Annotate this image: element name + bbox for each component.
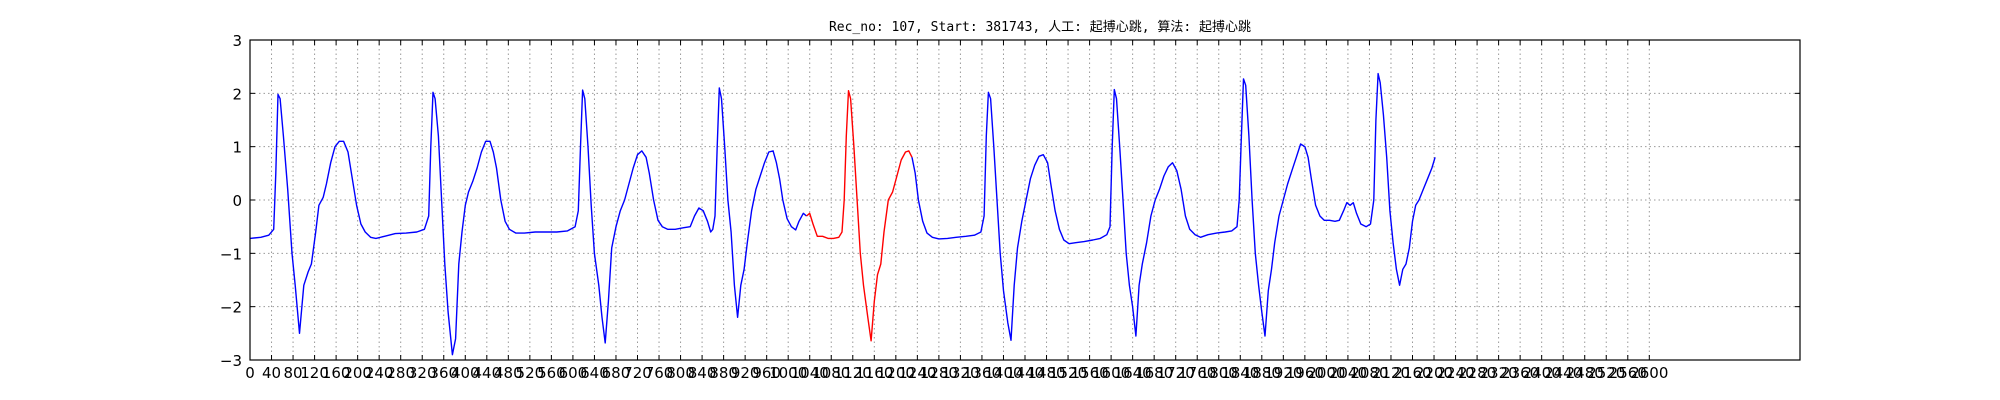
- x-tick-label: 320: [408, 364, 437, 382]
- x-tick-label: 720: [623, 364, 652, 382]
- x-tick-label: 280: [386, 364, 415, 382]
- series-layer: [249, 72, 1436, 356]
- x-tick-label: 2200: [1415, 364, 1453, 382]
- x-tick-label: 2320: [1480, 364, 1518, 382]
- x-tick-label: 2240: [1436, 364, 1474, 382]
- x-tick-label: 920: [731, 364, 760, 382]
- series-line-0: [249, 87, 807, 356]
- x-tick-label: 480: [494, 364, 523, 382]
- y-tick-label: −2: [220, 299, 242, 317]
- x-tick-label: 800: [666, 364, 695, 382]
- x-tick-label: 240: [365, 364, 394, 382]
- x-tick-label: 0: [245, 364, 255, 382]
- x-tick-label: 80: [284, 364, 303, 382]
- x-tick-label: 2080: [1350, 364, 1388, 382]
- x-tick-label: 1200: [877, 364, 915, 382]
- y-tick-label: 1: [232, 139, 242, 157]
- x-tick-label: 2480: [1566, 364, 1604, 382]
- x-tick-label: 1160: [855, 364, 893, 382]
- series-line-2: [911, 72, 1436, 341]
- y-tick-label: 2: [232, 85, 242, 103]
- x-tick-label: 2440: [1544, 364, 1582, 382]
- x-tick-label: 1360: [963, 364, 1001, 382]
- x-tick-label: 1280: [920, 364, 958, 382]
- x-tick-label: 2400: [1523, 364, 1561, 382]
- x-tick-label: 400: [451, 364, 480, 382]
- x-tick-label: 2040: [1329, 364, 1367, 382]
- x-tick-label: 1520: [1049, 364, 1087, 382]
- y-axis: 3 2 1 0 −1 −2 −3: [220, 32, 1800, 370]
- x-tick-label: 1080: [812, 364, 850, 382]
- x-tick-label: 560: [537, 364, 566, 382]
- x-tick-label: 1640: [1114, 364, 1152, 382]
- x-tick-label: 1440: [1006, 364, 1044, 382]
- x-axis: 0 40 8012016020024028032036040044048052056…: [245, 40, 1668, 382]
- x-tick-label: 600: [559, 364, 588, 382]
- x-tick-label: 40: [262, 364, 281, 382]
- x-tick-label: 2160: [1393, 364, 1431, 382]
- x-tick-label: 120: [300, 364, 329, 382]
- y-tick-label: 0: [232, 192, 242, 210]
- x-tick-label: 1240: [898, 364, 936, 382]
- x-tick-label: 2120: [1372, 364, 1410, 382]
- x-tick-label: 1760: [1178, 364, 1216, 382]
- x-tick-label: 2520: [1587, 364, 1625, 382]
- x-tick-label: 640: [580, 364, 609, 382]
- y-tick-label: −3: [220, 352, 242, 370]
- x-tick-label: 160: [322, 364, 351, 382]
- x-tick-label: 440: [472, 364, 501, 382]
- x-tick-label: 360: [429, 364, 458, 382]
- x-tick-label: 200: [343, 364, 372, 382]
- x-tick-label: 1960: [1286, 364, 1324, 382]
- x-tick-label: 960: [752, 364, 781, 382]
- x-tick-label: 1840: [1221, 364, 1259, 382]
- x-tick-label: 680: [602, 364, 631, 382]
- x-tick-label: 1800: [1200, 364, 1238, 382]
- grid-lines: [249, 40, 1800, 360]
- x-tick-label: 2000: [1307, 364, 1345, 382]
- x-tick-label: 1560: [1070, 364, 1108, 382]
- x-tick-label: 1320: [941, 364, 979, 382]
- x-tick-label: 2360: [1501, 364, 1539, 382]
- x-tick-label: 1400: [984, 364, 1022, 382]
- x-tick-label: 880: [709, 364, 738, 382]
- x-tick-label: 1920: [1264, 364, 1302, 382]
- chart-title: Rec_no: 107, Start: 381743, 人工: 起搏心跳, 算法…: [829, 19, 1251, 35]
- x-tick-label: 520: [516, 364, 545, 382]
- x-tick-label: 1000: [769, 364, 807, 382]
- y-tick-label: −1: [220, 245, 242, 263]
- x-tick-label: 760: [645, 364, 674, 382]
- x-tick-label: 1480: [1027, 364, 1065, 382]
- x-tick-label: 1600: [1092, 364, 1130, 382]
- x-tick-label: 840: [688, 364, 717, 382]
- x-tick-label: 1680: [1135, 364, 1173, 382]
- x-tick-label: 1880: [1243, 364, 1281, 382]
- x-tick-label: 2280: [1458, 364, 1496, 382]
- x-tick-label: 2600: [1630, 364, 1668, 382]
- x-tick-label: 1120: [834, 364, 872, 382]
- x-tick-label: 2560: [1609, 364, 1647, 382]
- x-tick-label: 1040: [791, 364, 829, 382]
- x-tick-label: 1720: [1157, 364, 1195, 382]
- y-tick-label: 3: [232, 32, 242, 50]
- series-line-highlight-1: [806, 89, 913, 342]
